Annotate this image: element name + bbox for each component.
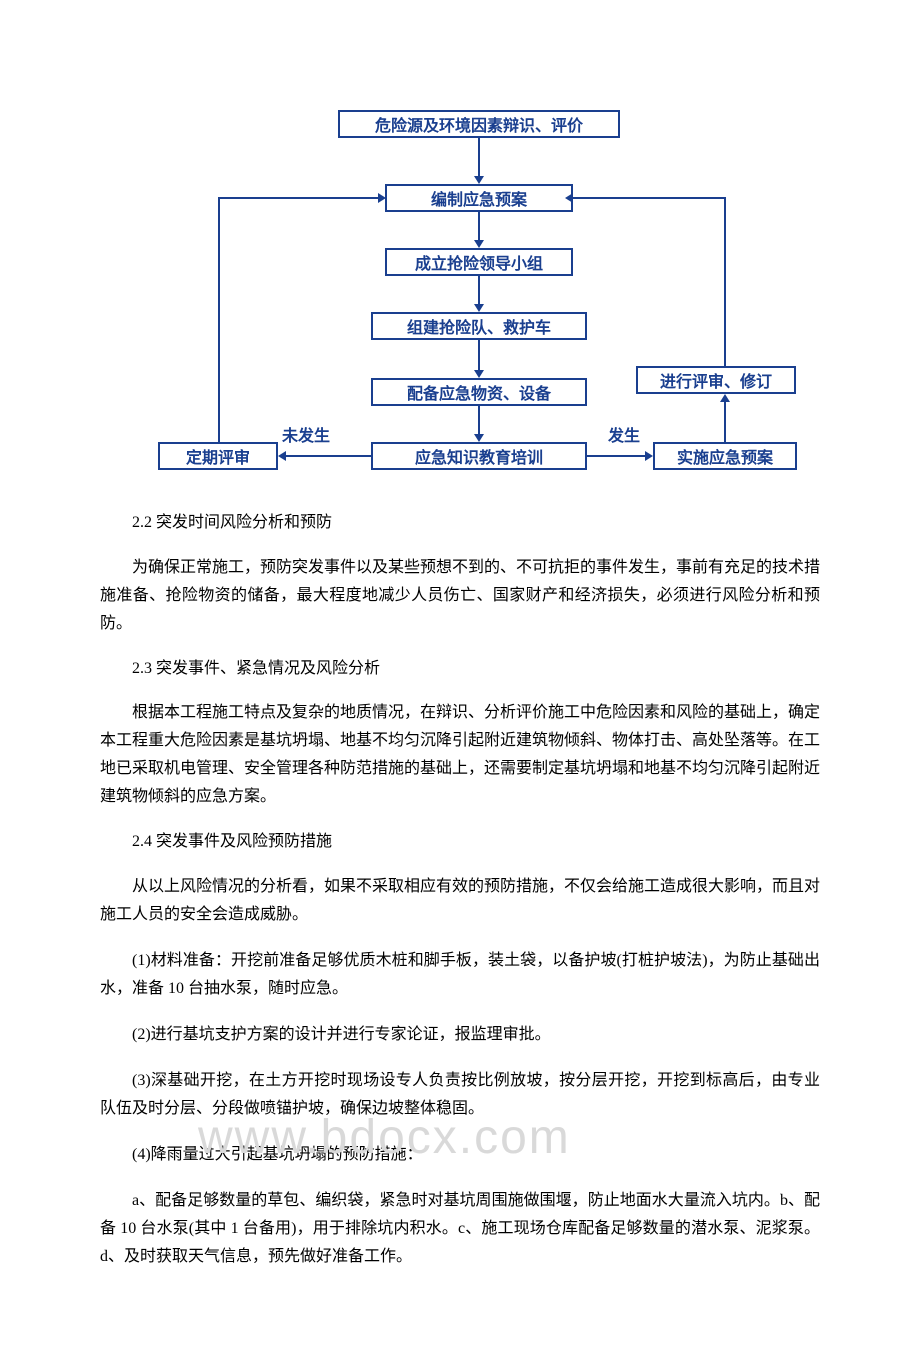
node-label: 应急知识教育培训 (415, 444, 543, 468)
node-hazard-identify: 危险源及环境因素辩识、评价 (338, 110, 620, 138)
section-2-2-title: 2.2 突发时间风险分析和预防 (100, 510, 820, 536)
section-2-4-p3: (2)进行基坑支护方案的设计并进行专家论证，报监理审批。 (100, 1021, 820, 1049)
node-label: 实施应急预案 (677, 444, 773, 468)
document-body: www.bdocx.com 2.2 突发时间风险分析和预防 为确保正常施工，预防… (100, 510, 820, 1271)
node-team: 成立抢险领导小组 (385, 248, 573, 276)
section-2-3-para: 根据本工程施工特点及复杂的地质情况，在辩识、分析评价施工中危险因素和风险的基础上… (100, 699, 820, 811)
node-label: 配备应急物资、设备 (407, 380, 551, 404)
section-2-4-p6: a、配备足够数量的草包、编织袋，紧急时对基坑周围施做围堰，防止地面水大量流入坑内… (100, 1187, 820, 1271)
node-label: 定期评审 (186, 444, 250, 468)
label-occurred: 发生 (608, 422, 640, 446)
node-implement: 实施应急预案 (653, 442, 797, 470)
node-periodic-review: 定期评审 (158, 442, 278, 470)
section-2-4-p1: 从以上风险情况的分析看，如果不采取相应有效的预防措施，不仅会给施工造成很大影响，… (100, 873, 820, 929)
section-2-3-title: 2.3 突发事件、紧急情况及风险分析 (100, 656, 820, 682)
node-label: 进行评审、修订 (660, 368, 772, 392)
section-2-2-para: 为确保正常施工，预防突发事件以及某些预想不到的、不可抗拒的事件发生，事前有充足的… (100, 554, 820, 638)
section-2-4-title: 2.4 突发事件及风险预防措施 (100, 829, 820, 855)
node-label: 组建抢险队、救护车 (407, 314, 551, 338)
flowchart: 危险源及环境因素辩识、评价 编制应急预案 成立抢险领导小组 组建抢险队、救护车 … (100, 110, 820, 480)
node-supplies: 配备应急物资、设备 (371, 378, 587, 406)
watermark: www.bdocx.com (198, 1110, 571, 1165)
node-review-revise: 进行评审、修订 (636, 366, 796, 394)
node-rescue: 组建抢险队、救护车 (371, 312, 587, 340)
label-not-occurred: 未发生 (282, 422, 330, 446)
node-label: 成立抢险领导小组 (415, 250, 543, 274)
node-label: 编制应急预案 (431, 186, 527, 210)
section-2-4-p2: (1)材料准备：开挖前准备足够优质木桩和脚手板，装土袋，以备护坡(打桩护坡法)，… (100, 947, 820, 1003)
node-plan: 编制应急预案 (385, 184, 573, 212)
node-label: 危险源及环境因素辩识、评价 (375, 112, 583, 136)
node-training: 应急知识教育培训 (371, 442, 587, 470)
